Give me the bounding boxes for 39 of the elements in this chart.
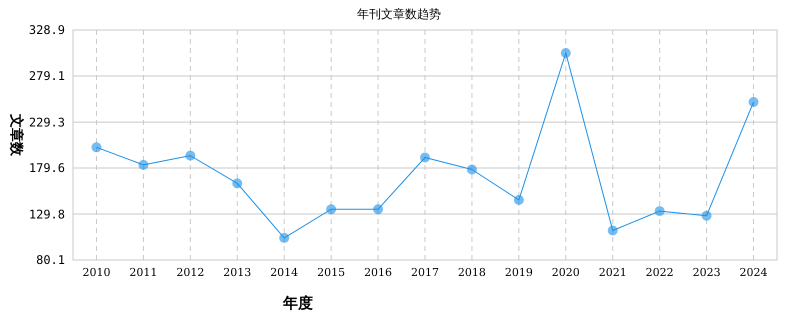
point [420,152,430,162]
x-tick-label: 2015 [317,266,346,279]
x-tick-label: 2018 [458,266,486,279]
x-tick-label: 2019 [504,266,533,279]
point [702,210,712,221]
x-tick-label: 2021 [598,266,627,279]
x-tick-label: 2012 [176,266,204,279]
point [326,204,336,214]
y-tick-label: 229.3 [28,115,65,130]
y-tick-label: 328.9 [28,23,65,38]
point [138,160,148,170]
y-axis-title: 文章数 [8,113,25,157]
x-axis-title: 年度 [282,294,313,312]
x-tick-label: 2014 [270,266,298,279]
point [748,97,759,108]
y-tick-label: 80.1 [36,253,65,268]
point [373,204,384,214]
chart-title: 年刊文章数趋势 [357,7,441,21]
point [466,164,477,174]
point [514,195,524,206]
x-tick-label: 2020 [552,266,580,279]
point [279,232,290,243]
x-tick-label: 2011 [129,266,158,279]
point [91,142,102,152]
y-tick-label: 179.6 [28,161,65,176]
x-tick-label: 2010 [82,266,110,279]
y-tick-label: 279.1 [28,69,65,84]
x-tick-label: 2024 [740,266,768,279]
x-tick-label: 2013 [223,266,252,279]
x-tick-label: 2022 [646,266,674,279]
x-tick-label: 2016 [364,266,392,279]
x-tick-label: 2023 [692,266,721,279]
x-tick-label: 2017 [411,266,439,279]
y-tick-label: 129.8 [28,207,65,222]
point [608,226,618,236]
point [654,206,665,216]
point [185,150,196,161]
point [560,48,571,58]
point [232,178,242,188]
